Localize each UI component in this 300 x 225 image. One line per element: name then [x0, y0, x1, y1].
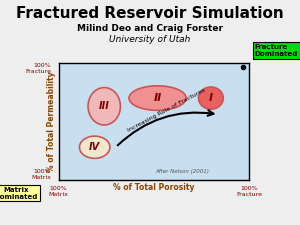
Text: Fracture
Dominated: Fracture Dominated	[255, 44, 298, 57]
Text: Milind Deo and Craig Forster: Milind Deo and Craig Forster	[77, 24, 223, 33]
Text: Matrix
Dominated: Matrix Dominated	[0, 187, 38, 200]
Text: Fractured Reservoir Simulation: Fractured Reservoir Simulation	[16, 6, 284, 21]
Text: III: III	[99, 101, 110, 111]
Text: University of Utah: University of Utah	[109, 35, 191, 44]
Text: I: I	[209, 93, 213, 103]
Y-axis label: % of Total Permeability: % of Total Permeability	[47, 71, 56, 172]
Ellipse shape	[80, 136, 110, 158]
Text: IV: IV	[89, 142, 100, 152]
Text: After Nelson (2001): After Nelson (2001)	[155, 169, 209, 174]
Text: 100%
Fracture: 100% Fracture	[236, 186, 262, 197]
X-axis label: % of Total Porosity: % of Total Porosity	[113, 183, 194, 192]
Text: 100%
Matrix: 100% Matrix	[31, 169, 51, 180]
Text: II: II	[153, 93, 162, 103]
Ellipse shape	[88, 88, 120, 125]
Text: Increasing Role of Fractures: Increasing Role of Fractures	[126, 88, 206, 133]
Ellipse shape	[199, 87, 223, 109]
Ellipse shape	[129, 86, 186, 110]
Text: 100%
Matrix: 100% Matrix	[49, 186, 68, 197]
Text: 100%
Fracture: 100% Fracture	[25, 63, 51, 74]
